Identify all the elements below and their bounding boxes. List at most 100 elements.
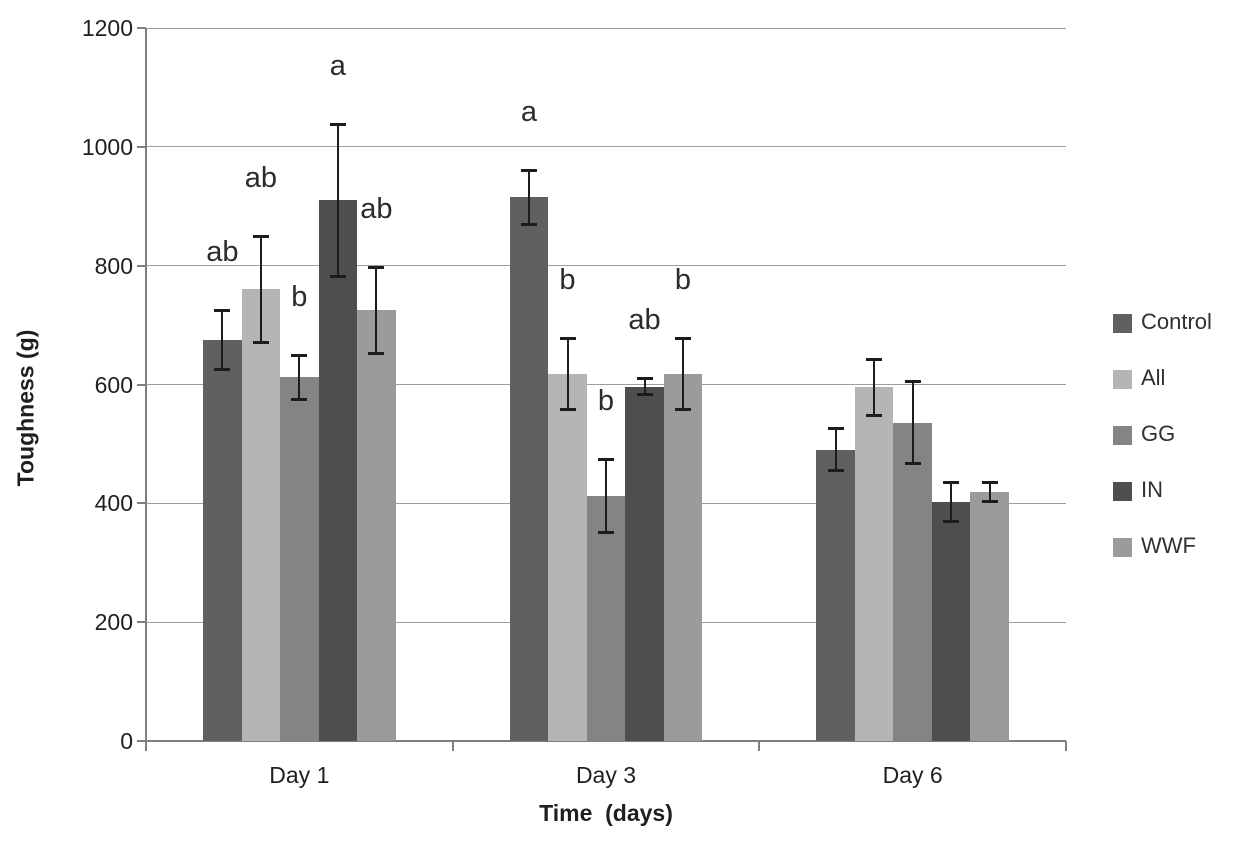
legend-label: WWF [1141,533,1196,558]
error-bar-stem [528,168,530,226]
y-axis-line [145,28,147,741]
error-bar-cap-bottom [598,531,614,535]
error-bar-stem [298,353,301,402]
error-bar-stem [873,358,876,417]
error-bar-cap-top [521,168,537,172]
error-bar-cap-top [329,123,346,127]
y-axis-tick [137,502,146,505]
bar-wwf-day-1 [357,310,396,741]
error-bar-cap-top [368,265,385,269]
error-bar [827,427,844,473]
error-bar-cap-bottom [866,413,883,417]
x-category-label: Day 6 [882,762,943,788]
error-bar-stem [605,458,607,535]
legend-swatch-icon [1113,425,1132,445]
error-bar-cap-bottom [291,398,308,402]
y-tick-label: 400 [94,490,133,517]
error-bar-stem [643,377,646,397]
y-tick-label: 200 [94,609,133,636]
legend-item-wwf: WWF [1113,533,1212,558]
error-bar-cap-top [291,353,308,357]
error-bar-stem [682,336,684,411]
x-category-label: Day 3 [575,762,637,788]
significance-letter: b [597,385,615,418]
bar-in-day-1 [318,200,358,741]
y-tick-label: 800 [94,252,133,279]
error-bar-cap-top [252,234,269,238]
bar-all-day-3 [548,373,587,741]
bar-all-day-1 [241,289,281,741]
bar-in-day-6 [931,502,971,741]
bar-control-day-3 [509,197,549,741]
legend-swatch-icon [1113,537,1132,557]
significance-letter: b [291,280,308,313]
gridline [146,27,1066,29]
error-bar [252,234,269,345]
significance-letter: ab [360,192,393,225]
gridline [146,265,1066,267]
error-bar-cap-top [943,481,960,485]
error-bar [598,458,614,535]
error-bar-cap-top [559,336,576,340]
significance-letter: ab [206,236,239,269]
bar-in-day-3 [625,386,664,741]
error-bar-cap-bottom [675,407,691,411]
legend-label: All [1141,365,1166,390]
x-axis-tick [451,741,454,751]
error-bar-cap-bottom [636,393,653,397]
y-axis-tick [137,264,146,267]
bar-gg-day-1 [280,377,319,741]
error-bar [214,309,231,371]
legend-item-in: IN [1113,477,1212,502]
error-bar [981,481,998,503]
error-bar [866,358,883,417]
bar-wwf-day-6 [970,492,1009,741]
error-bar-stem [375,265,378,355]
error-bar [675,336,691,411]
legend: Control All GG IN WWF [1113,309,1212,593]
error-bar-cap-top [866,358,883,362]
bar-all-day-6 [854,387,894,741]
error-bar [904,379,921,466]
significance-letter: a [520,95,538,128]
legend-swatch-icon [1113,481,1132,501]
error-bar-cap-bottom [368,351,385,355]
error-bar-cap-bottom [559,407,576,411]
gridline [146,384,1066,385]
error-bar-cap-top [981,481,998,485]
error-bar-cap-bottom [214,367,231,371]
legend-item-control: Control [1113,309,1212,334]
bar-control-day-1 [203,339,242,741]
error-bar-cap-top [827,427,844,431]
error-bar-stem [259,234,262,345]
error-bar [636,377,653,397]
y-tick-label: 0 [120,728,133,754]
y-tick-label: 1200 [81,15,133,41]
x-category-label: Day 1 [269,762,330,788]
legend-label: Control [1141,309,1212,334]
error-bar [521,168,537,226]
y-axis-tick [137,145,146,148]
gridline [146,146,1066,148]
significance-letter: b [559,263,576,296]
x-axis-title: Time (days) [539,800,673,826]
error-bar-cap-bottom [521,222,537,226]
legend-item-all: All [1113,365,1212,390]
legend-label: IN [1141,477,1163,502]
significance-letter: b [674,263,692,296]
error-bar-stem [834,427,837,473]
error-bar [943,481,960,523]
error-bar-cap-top [904,379,921,383]
error-bar-cap-bottom [981,499,998,503]
error-bar-cap-bottom [904,462,921,466]
plot-area: 0 200 400 600 800 1000 1200 Day 1 Day 3 Day 6 ab a a… [82,16,1067,788]
legend-swatch-icon [1113,313,1132,333]
error-bar [291,353,308,402]
error-bar-cap-bottom [252,341,269,345]
error-bar-cap-top [636,377,653,381]
bar-control-day-6 [816,449,855,741]
legend-label: GG [1141,421,1176,446]
x-axis-tick [145,741,147,751]
error-bar-cap-top [214,309,231,313]
x-axis-line [137,740,1066,742]
